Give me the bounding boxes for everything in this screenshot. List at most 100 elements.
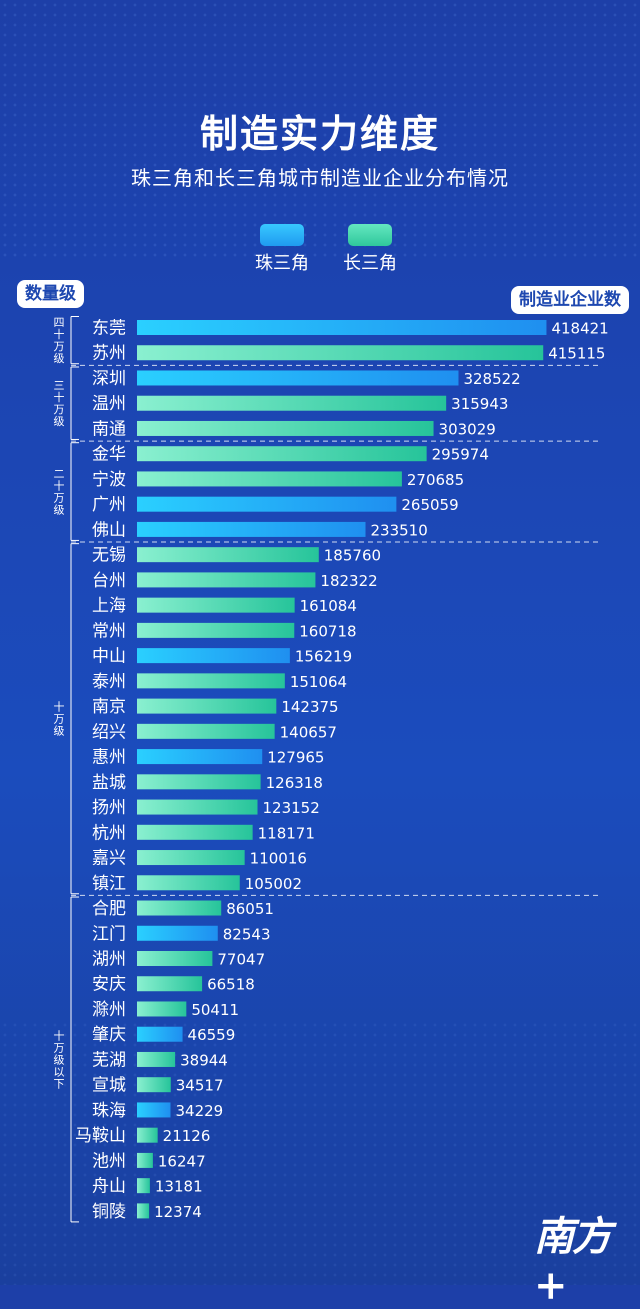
value-label-24: 86051: [226, 900, 274, 918]
value-label-15: 151064: [290, 673, 347, 691]
value-label-25: 82543: [223, 925, 271, 943]
legend-label-prd: 珠三角: [255, 253, 309, 274]
bar-26: [137, 951, 213, 966]
city-label-6: 金华: [92, 445, 126, 465]
value-label-10: 185760: [324, 547, 381, 565]
city-label-20: 扬州: [92, 798, 126, 818]
bar-6: [137, 446, 427, 462]
page-subtitle: 珠三角和长三角城市制造业企业分布情况: [131, 166, 509, 190]
bar-18: [137, 749, 263, 765]
city-label-30: 芜湖: [92, 1050, 126, 1070]
bar-3: [137, 370, 459, 386]
bar-19: [137, 774, 261, 790]
city-label-27: 安庆: [92, 975, 126, 995]
bar-24: [137, 900, 222, 916]
value-label-16: 142375: [281, 698, 338, 716]
city-label-3: 深圳: [92, 369, 126, 389]
city-label-2: 苏州: [92, 344, 126, 364]
group-label-2: 三十万级: [54, 379, 65, 428]
city-label-18: 惠州: [92, 748, 126, 768]
city-label-26: 湖州: [92, 950, 126, 970]
value-label-3: 328522: [463, 370, 520, 388]
bar-4: [137, 395, 447, 411]
city-label-16: 南京: [92, 697, 126, 717]
bar-12: [137, 597, 295, 613]
value-label-2: 415115: [548, 345, 605, 363]
bar-2: [137, 345, 544, 361]
value-label-34: 16247: [158, 1152, 206, 1170]
value-label-1: 418421: [551, 320, 608, 338]
value-label-28: 50411: [191, 1001, 239, 1019]
city-label-17: 绍兴: [92, 722, 126, 742]
city-label-25: 江门: [92, 924, 126, 944]
city-label-4: 温州: [92, 394, 126, 414]
city-label-23: 镇江: [92, 874, 126, 894]
bar-7: [137, 471, 402, 487]
city-label-35: 舟山: [92, 1177, 126, 1197]
group-label-5: 十万级以下: [54, 1028, 65, 1090]
city-label-22: 嘉兴: [92, 849, 126, 869]
value-label-8: 265059: [401, 496, 458, 514]
value-label-7: 270685: [407, 471, 464, 489]
city-label-15: 泰州: [92, 672, 126, 692]
bar-30: [137, 1051, 176, 1067]
group-label-1: 四十万级: [54, 316, 65, 365]
value-label-26: 77047: [217, 951, 265, 969]
city-label-21: 杭州: [92, 823, 126, 843]
legend-swatch-prd: [260, 224, 304, 246]
value-label-32: 34229: [175, 1102, 223, 1120]
city-label-24: 合肥: [92, 899, 126, 919]
bar-13: [137, 622, 295, 638]
bar-23: [137, 875, 240, 891]
bar-22: [137, 850, 245, 866]
value-label-21: 118171: [258, 824, 315, 842]
city-label-13: 常州: [92, 621, 126, 641]
value-label-5: 303029: [439, 420, 496, 438]
city-label-29: 肇庆: [92, 1025, 126, 1045]
value-label-29: 46559: [188, 1026, 236, 1044]
bar-21: [137, 824, 253, 840]
bar-1: [137, 320, 547, 335]
bar-20: [137, 799, 258, 815]
city-label-8: 广州: [92, 495, 126, 515]
value-label-35: 13181: [155, 1178, 203, 1196]
value-label-19: 126318: [266, 774, 323, 792]
value-label-4: 315943: [451, 395, 508, 413]
bar-17: [137, 723, 275, 739]
bar-15: [137, 673, 285, 689]
value-label-33: 21126: [163, 1127, 211, 1145]
bar-33: [137, 1127, 158, 1143]
city-label-33: 马鞍山: [75, 1126, 126, 1146]
city-label-14: 中山: [92, 647, 126, 667]
background-dot-pattern-bottom: [0, 1020, 640, 1285]
bar-29: [137, 1026, 183, 1042]
city-label-19: 盐城: [92, 773, 126, 793]
value-label-9: 233510: [371, 521, 428, 539]
city-label-11: 台州: [92, 571, 126, 591]
city-label-32: 珠海: [92, 1101, 126, 1121]
value-label-17: 140657: [280, 723, 337, 741]
city-label-7: 宁波: [92, 470, 126, 490]
bar-32: [137, 1102, 171, 1118]
city-label-9: 佛山: [92, 520, 126, 540]
bar-16: [137, 698, 277, 714]
bar-35: [137, 1178, 150, 1194]
city-label-31: 宣城: [92, 1076, 126, 1096]
value-label-12: 161084: [300, 597, 357, 615]
bar-25: [137, 925, 218, 941]
group-label-4: 十万级: [54, 700, 65, 738]
city-label-1: 东莞: [92, 319, 126, 339]
city-label-34: 池州: [92, 1151, 126, 1171]
value-label-22: 110016: [250, 850, 307, 868]
value-label-36: 12374: [154, 1203, 202, 1221]
legend-swatch-yrd: [348, 224, 392, 246]
value-label-14: 156219: [295, 648, 352, 666]
bar-28: [137, 1001, 187, 1017]
bar-5: [137, 420, 434, 436]
bar-31: [137, 1077, 171, 1093]
bar-27: [137, 976, 203, 992]
value-label-20: 123152: [263, 799, 320, 817]
bar-10: [137, 547, 319, 563]
legend-label-yrd: 长三角: [343, 253, 397, 274]
